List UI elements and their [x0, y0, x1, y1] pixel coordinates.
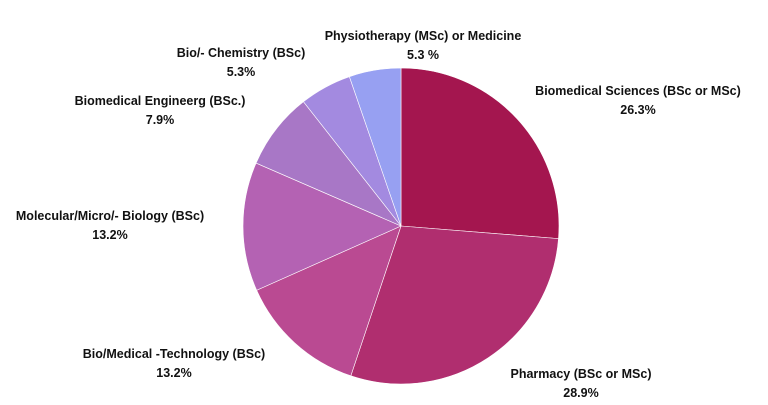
slice-label-molecular-micro-biology-bsc: Molecular/Micro/- Biology (BSc) — [16, 209, 204, 223]
slice-label-biomedical-sciences-bsc-or-msc: Biomedical Sciences (BSc or MSc) — [535, 84, 741, 98]
slice-value-bio-medical-technology-bsc: 13.2% — [156, 366, 191, 380]
pie-slice-molecular-micro-biology-bsc — [242, 162, 402, 291]
slice-value-biomedical-engineerg-bsc: 7.9% — [146, 113, 175, 127]
slice-labels: Biomedical Sciences (BSc or MSc) 26.3% Pha… — [16, 29, 741, 400]
slice-value-bio-chemistry-bsc: 5.3% — [227, 65, 256, 79]
pie-slice-biomedical-sciences-bsc-or-msc — [400, 67, 560, 239]
slice-value-physiotherapy-msc-or-medicine: 5.3 % — [407, 48, 439, 62]
pie-slice-physiotherapy-msc-or-medicine — [349, 67, 402, 227]
slice-label-pharmacy-bsc-or-msc: Pharmacy (BSc or MSc) — [510, 367, 651, 381]
slice-label-physiotherapy-msc-or-medicine: Physiotherapy (MSc) or Medicine — [325, 29, 522, 43]
slice-value-biomedical-sciences-bsc-or-msc: 26.3% — [620, 103, 655, 117]
slice-value-molecular-micro-biology-bsc: 13.2% — [92, 228, 127, 242]
slice-label-bio-chemistry-bsc: Bio/- Chemistry (BSc) — [177, 46, 306, 60]
pie-slice-pharmacy-bsc-or-msc — [350, 225, 559, 385]
pie-slices — [242, 67, 560, 385]
slice-label-bio-medical-technology-bsc: Bio/Medical -Technology (BSc) — [83, 347, 265, 361]
slice-value-pharmacy-bsc-or-msc: 28.9% — [563, 386, 598, 400]
slice-label-biomedical-engineerg-bsc: Biomedical Engineerg (BSc.) — [75, 94, 246, 108]
pie-slice-bio-medical-technology-bsc — [256, 225, 402, 377]
